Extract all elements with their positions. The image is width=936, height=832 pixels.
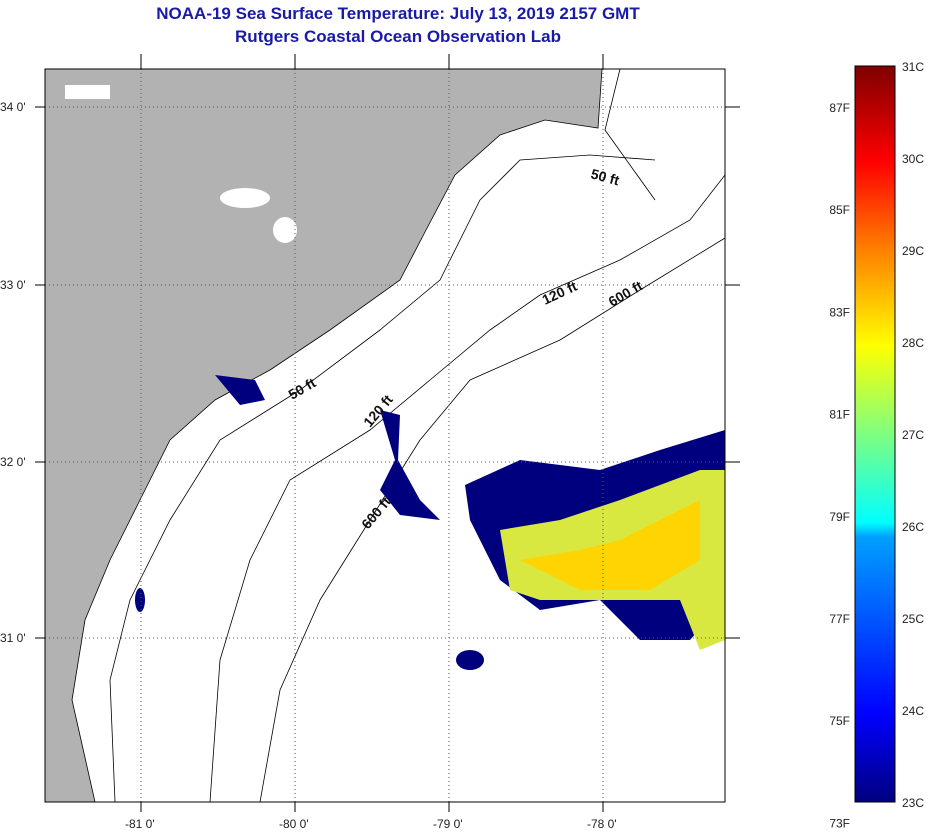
isobath-600ft bbox=[259, 237, 725, 802]
land bbox=[45, 69, 603, 802]
colorbar-celsius-label: 27C bbox=[902, 428, 924, 442]
colorbar-celsius-label: 30C bbox=[902, 152, 924, 166]
lon-label: -81 0' bbox=[125, 817, 155, 831]
lon-label: -79 0' bbox=[433, 817, 463, 831]
colorbar-fahrenheit-label: 73F bbox=[829, 816, 850, 830]
lat-label: 31 0' bbox=[0, 631, 26, 645]
colorbar-fahrenheit-label: 81F bbox=[829, 408, 850, 422]
map-title: NOAA-19 Sea Surface Temperature: July 13… bbox=[156, 4, 640, 23]
contour-label: 50 ft bbox=[589, 165, 621, 188]
lat-label: 32 0' bbox=[0, 455, 26, 469]
colorbar-fahrenheit-label: 87F bbox=[829, 101, 850, 115]
colorbar-celsius-label: 24C bbox=[902, 704, 924, 718]
colorbar-fahrenheit-label: 77F bbox=[829, 612, 850, 626]
colorbar-celsius-label: 31C bbox=[902, 60, 924, 74]
lat-label: 34 0' bbox=[0, 100, 26, 114]
colorbar-celsius-label: 26C bbox=[902, 520, 924, 534]
colorbar-celsius-label: 23C bbox=[902, 796, 924, 810]
colorbar-celsius-label: 25C bbox=[902, 612, 924, 626]
colorbar-celsius-label: 29C bbox=[902, 244, 924, 258]
isobath-120ft bbox=[209, 174, 725, 802]
isobath-50ft bbox=[109, 154, 656, 802]
colorbar-fahrenheit-label: 85F bbox=[829, 203, 850, 217]
lon-label: -80 0' bbox=[279, 817, 309, 831]
map-subtitle: Rutgers Coastal Ocean Observation Lab bbox=[235, 27, 561, 46]
colorbar-fahrenheit-label: 79F bbox=[829, 510, 850, 524]
colorbar bbox=[854, 65, 896, 803]
colorbar-fahrenheit-label: 83F bbox=[829, 305, 850, 319]
lon-label: -78 0' bbox=[587, 817, 617, 831]
lat-label: 33 0' bbox=[0, 278, 26, 292]
colorbar-fahrenheit-label: 75F bbox=[829, 714, 850, 728]
colorbar-celsius-label: 28C bbox=[902, 336, 924, 350]
